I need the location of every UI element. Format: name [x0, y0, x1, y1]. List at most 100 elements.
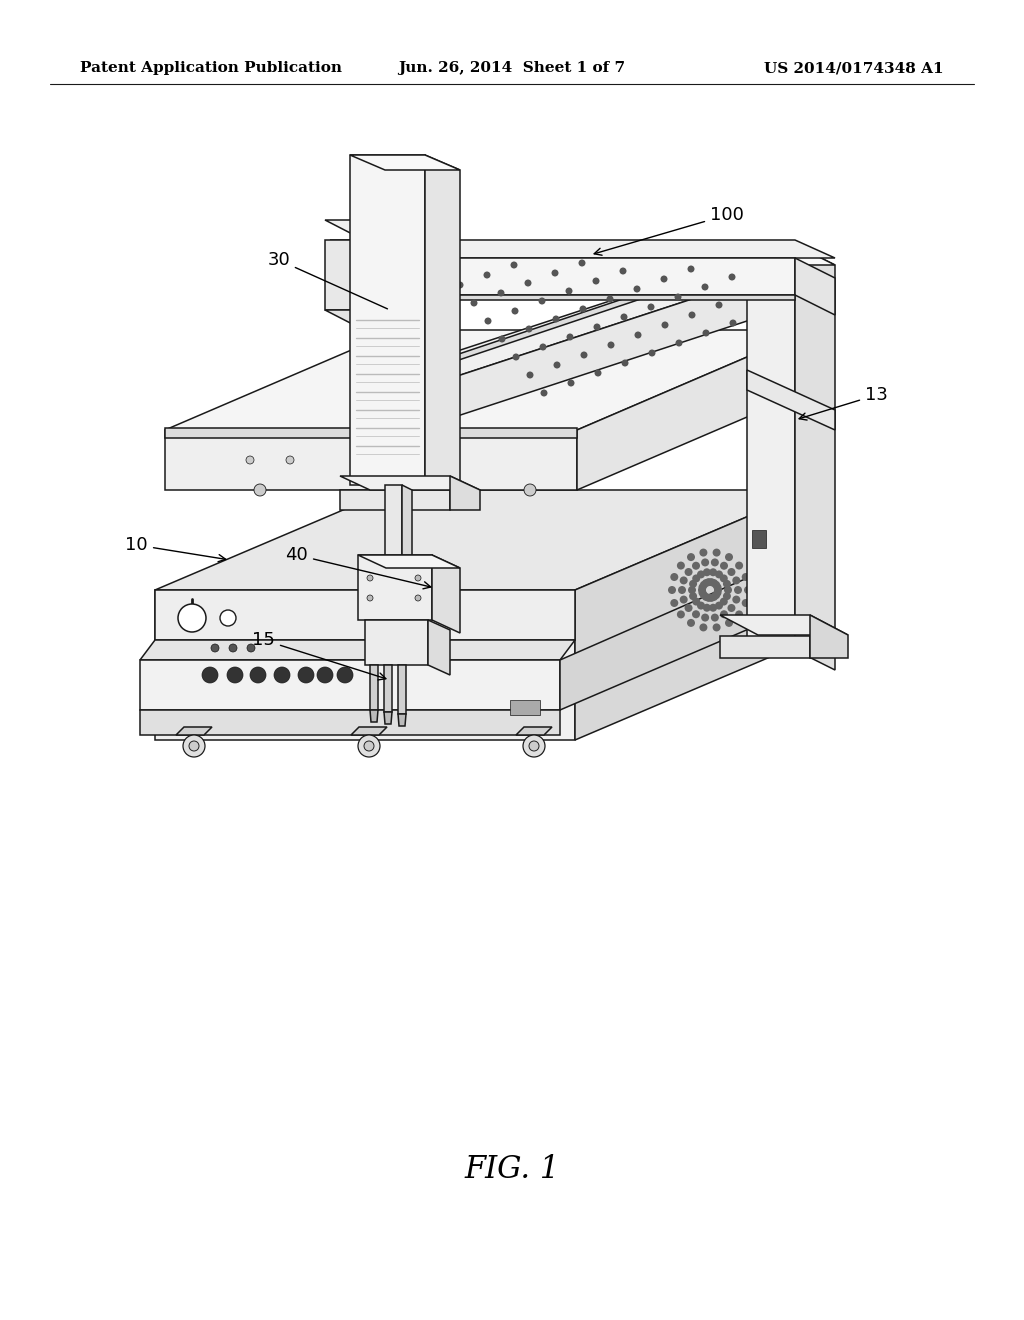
Circle shape	[511, 261, 517, 268]
Polygon shape	[325, 310, 415, 327]
Circle shape	[720, 574, 728, 582]
Circle shape	[687, 619, 695, 627]
Circle shape	[594, 323, 600, 330]
Circle shape	[702, 330, 710, 337]
Polygon shape	[810, 615, 848, 657]
Polygon shape	[365, 620, 428, 665]
Circle shape	[710, 569, 717, 577]
Circle shape	[647, 304, 654, 310]
Circle shape	[358, 735, 380, 756]
Polygon shape	[516, 727, 552, 735]
Circle shape	[692, 562, 700, 570]
Polygon shape	[432, 554, 460, 634]
Circle shape	[689, 593, 697, 601]
Circle shape	[512, 308, 518, 314]
Circle shape	[710, 579, 718, 587]
Circle shape	[227, 667, 243, 682]
Circle shape	[720, 562, 728, 570]
Polygon shape	[577, 330, 810, 490]
Polygon shape	[430, 280, 750, 425]
Circle shape	[621, 314, 628, 321]
Polygon shape	[340, 490, 450, 510]
Text: FIG. 1: FIG. 1	[464, 1155, 560, 1185]
Circle shape	[689, 579, 697, 587]
Circle shape	[708, 578, 716, 586]
Circle shape	[732, 577, 740, 585]
Circle shape	[701, 284, 709, 290]
Circle shape	[720, 610, 728, 618]
Circle shape	[660, 276, 668, 282]
Circle shape	[675, 293, 682, 301]
Circle shape	[698, 586, 706, 594]
Circle shape	[677, 610, 685, 619]
Circle shape	[702, 593, 710, 601]
Text: 30: 30	[267, 251, 387, 309]
Circle shape	[741, 599, 750, 607]
Circle shape	[727, 568, 735, 576]
Circle shape	[183, 735, 205, 756]
Circle shape	[711, 614, 719, 622]
Polygon shape	[330, 257, 795, 294]
Circle shape	[692, 610, 700, 618]
Circle shape	[692, 574, 700, 582]
Circle shape	[648, 350, 655, 356]
Polygon shape	[746, 370, 835, 430]
Circle shape	[699, 549, 708, 557]
Circle shape	[229, 644, 237, 652]
Circle shape	[711, 558, 719, 566]
Bar	[510, 700, 540, 715]
Circle shape	[367, 576, 373, 581]
Polygon shape	[398, 665, 406, 714]
Circle shape	[735, 561, 743, 569]
Polygon shape	[176, 727, 212, 735]
Polygon shape	[428, 620, 450, 675]
Circle shape	[692, 598, 700, 606]
Text: 40: 40	[286, 546, 431, 589]
Polygon shape	[746, 246, 795, 649]
Circle shape	[735, 610, 743, 619]
Text: 13: 13	[799, 385, 888, 420]
Circle shape	[729, 319, 736, 326]
Circle shape	[701, 558, 710, 566]
Circle shape	[713, 623, 721, 631]
Circle shape	[541, 389, 548, 396]
Circle shape	[553, 315, 559, 322]
Circle shape	[712, 591, 720, 599]
Circle shape	[732, 595, 740, 603]
Circle shape	[714, 583, 722, 591]
Polygon shape	[795, 246, 835, 671]
Circle shape	[525, 326, 532, 333]
Circle shape	[714, 589, 722, 597]
Polygon shape	[155, 490, 810, 590]
Circle shape	[274, 667, 290, 682]
Circle shape	[499, 335, 506, 342]
Text: 10: 10	[125, 536, 225, 562]
Circle shape	[607, 342, 614, 348]
Polygon shape	[340, 477, 480, 490]
Circle shape	[567, 380, 574, 387]
Circle shape	[606, 296, 613, 302]
Circle shape	[702, 603, 711, 611]
Circle shape	[744, 586, 752, 594]
Circle shape	[415, 595, 421, 601]
Circle shape	[725, 553, 733, 561]
Circle shape	[580, 305, 587, 313]
Circle shape	[698, 583, 707, 591]
Circle shape	[457, 281, 464, 289]
Polygon shape	[575, 490, 810, 741]
Circle shape	[687, 265, 694, 272]
Bar	[752, 531, 766, 548]
Polygon shape	[430, 255, 750, 385]
Circle shape	[512, 354, 519, 360]
Polygon shape	[756, 627, 792, 635]
Polygon shape	[358, 554, 432, 620]
Circle shape	[189, 741, 199, 751]
Polygon shape	[560, 558, 793, 710]
Polygon shape	[402, 484, 412, 570]
Polygon shape	[384, 665, 392, 711]
Polygon shape	[165, 428, 577, 438]
Circle shape	[685, 605, 692, 612]
Circle shape	[701, 614, 710, 622]
Circle shape	[595, 370, 601, 376]
Circle shape	[715, 602, 723, 610]
